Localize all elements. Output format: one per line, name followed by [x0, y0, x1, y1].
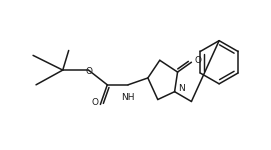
Text: O: O [92, 98, 99, 107]
Text: O: O [195, 56, 202, 65]
Text: O: O [86, 67, 93, 76]
Text: N: N [178, 84, 185, 93]
Text: NH: NH [121, 93, 135, 102]
